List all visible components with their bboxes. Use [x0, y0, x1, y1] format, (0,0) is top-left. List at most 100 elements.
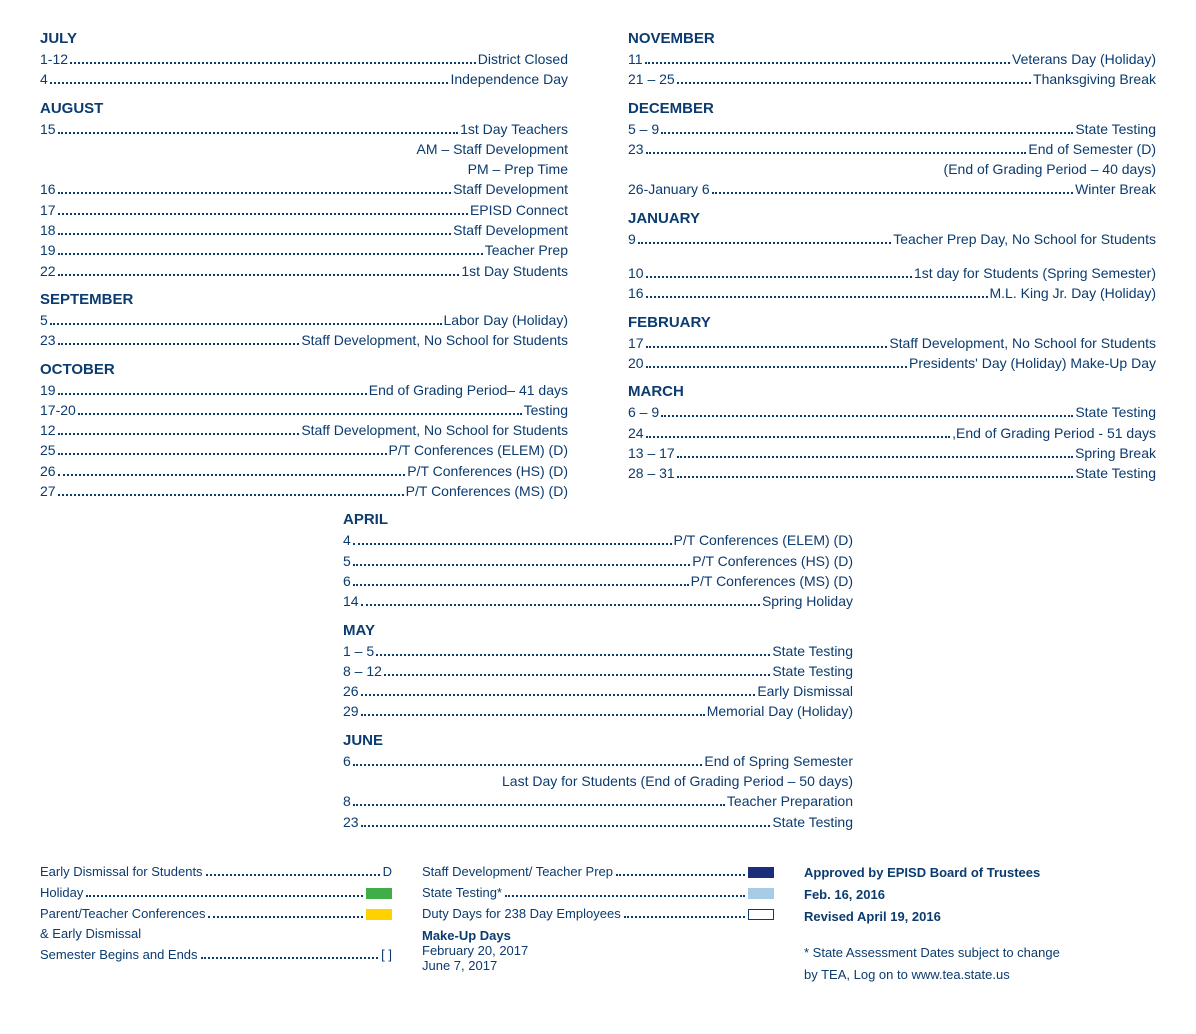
calendar-entry: 16 M.L. King Jr. Day (Holiday) — [628, 283, 1156, 303]
calendar-entry: 23State Testing — [343, 812, 853, 832]
legend-symbol — [748, 883, 774, 904]
calendar-entry: 24,End of Grading Period - 51 days — [628, 423, 1156, 443]
legend-label: State Testing* — [422, 883, 502, 904]
entry-desc: Staff Development — [453, 220, 568, 240]
entry-desc: State Testing — [772, 641, 853, 661]
entry-desc: Teacher Prep Day, No School for Students — [893, 229, 1156, 249]
entry-date: 22 — [40, 261, 56, 281]
entry-date: 29 — [343, 701, 359, 721]
entry-date: 5 – 9 — [628, 119, 659, 139]
entry-date: 26 — [343, 681, 359, 701]
entry-date: 17 — [628, 333, 644, 353]
calendar-entry: 1 – 5State Testing — [343, 641, 853, 661]
calendar-entry: 28 – 31State Testing — [628, 463, 1156, 483]
calendar-entry: 8 – 12State Testing — [343, 661, 853, 681]
month-header: FEBRUARY — [628, 314, 1156, 331]
calendar-entry: 101st day for Students (Spring Semester) — [628, 263, 1156, 283]
entry-desc: End of Semester (D) — [1028, 139, 1156, 159]
entry-date: 28 – 31 — [628, 463, 675, 483]
entry-desc: Teacher Prep — [485, 240, 568, 260]
entry-date: 16 — [40, 179, 56, 199]
entry-desc: M.L. King Jr. Day (Holiday) — [990, 283, 1157, 303]
legend-entry: Staff Development/ Teacher Prep — [422, 862, 774, 883]
entry-date: 26 — [40, 461, 56, 481]
entry-desc: Independence Day — [450, 69, 568, 89]
calendar-entry: 17Staff Development, No School for Stude… — [628, 333, 1156, 353]
right-column: NOVEMBER11Veterans Day (Holiday)21 – 25T… — [628, 20, 1156, 501]
calendar-entry: 17EPISD Connect — [40, 200, 568, 220]
entry-date: 14 — [343, 591, 359, 611]
calendar-entry: 6P/T Conferences (MS) (D) — [343, 571, 853, 591]
entry-desc: Staff Development, No School for Student… — [301, 420, 568, 440]
entry-date: 4 — [40, 69, 48, 89]
entry-date: 5 — [40, 310, 48, 330]
legend-symbol — [366, 883, 392, 904]
entry-desc: Spring Break — [1075, 443, 1156, 463]
legend-mid: Staff Development/ Teacher PrepState Tes… — [422, 862, 774, 924]
month-header: AUGUST — [40, 100, 568, 117]
calendar-entry: 4 Independence Day — [40, 69, 568, 89]
entry-date: 27 — [40, 481, 56, 501]
entry-date: 23 — [343, 812, 359, 832]
entry-date: 12 — [40, 420, 56, 440]
middle-column: APRIL 4 P/T Conferences (ELEM) (D) 5 P/T Con… — [343, 511, 853, 832]
calendar-entry: 11 Veterans Day (Holiday) — [628, 49, 1156, 69]
calendar-entry: 18 Staff Development — [40, 220, 568, 240]
legend-entry: Parent/Teacher Conferences — [40, 904, 392, 925]
calendar-entry: PM – Prep Time — [40, 159, 568, 179]
legend-entry: Early Dismissal for StudentsD — [40, 862, 392, 883]
calendar-entry: 26 P/T Conferences (HS) (D) — [40, 461, 568, 481]
entry-desc: Veterans Day (Holiday) — [1012, 49, 1156, 69]
approval-note2: by TEA, Log on to www.tea.state.us — [804, 964, 1156, 986]
entry-desc: District Closed — [478, 49, 568, 69]
entry-date: 4 — [343, 530, 351, 550]
legend-entry: & Early Dismissal — [40, 924, 392, 945]
month-header: APRIL — [343, 511, 853, 528]
legend-label: Duty Days for 238 Day Employees — [422, 904, 621, 925]
calendar-entry: 221st Day Students — [40, 261, 568, 281]
entry-date: 19 — [40, 380, 56, 400]
legend-symbol: D — [383, 862, 392, 883]
entry-desc: Staff Development — [453, 179, 568, 199]
entry-date: 15 — [40, 119, 56, 139]
month-header: DECEMBER — [628, 100, 1156, 117]
entry-desc: Staff Development, No School for Student… — [301, 330, 568, 350]
entry-desc: P/T Conferences (HS) (D) — [407, 461, 568, 481]
entry-date: 17-20 — [40, 400, 76, 420]
calendar-entry: 17-20Testing — [40, 400, 568, 420]
legend-label: Staff Development/ Teacher Prep — [422, 862, 613, 883]
legend-symbol: [ ] — [381, 945, 392, 966]
legend-label: Semester Begins and Ends — [40, 945, 198, 966]
entry-date: 20 — [628, 353, 644, 373]
month-header: NOVEMBER — [628, 30, 1156, 47]
calendar-entry: 27P/T Conferences (MS) (D) — [40, 481, 568, 501]
approval-block: Approved by EPISD Board of Trustees Feb.… — [804, 862, 1156, 986]
calendar-entry: 13 – 17Spring Break — [628, 443, 1156, 463]
entry-date: 11 — [628, 49, 643, 69]
calendar-entry: 19Teacher Prep — [40, 240, 568, 260]
entry-desc: Early Dismissal — [757, 681, 853, 701]
entry-desc: (End of Grading Period – 40 days) — [944, 159, 1156, 179]
entry-date: 5 — [343, 551, 351, 571]
entry-date: 6 — [343, 751, 351, 771]
entry-date: 8 – 12 — [343, 661, 382, 681]
entry-desc: AM – Staff Development — [417, 139, 568, 159]
entry-desc: P/T Conferences (ELEM) (D) — [674, 530, 853, 550]
legend-symbol — [748, 862, 774, 883]
entry-desc: EPISD Connect — [470, 200, 568, 220]
entry-desc: Presidents' Day (Holiday) Make-Up Day — [909, 353, 1156, 373]
month-header: JUNE — [343, 732, 853, 749]
entry-desc: End of Grading Period– 41 days — [369, 380, 568, 400]
calendar-entry: 14 Spring Holiday — [343, 591, 853, 611]
entry-desc: P/T Conferences (HS) (D) — [692, 551, 853, 571]
calendar-entry: (End of Grading Period – 40 days) — [628, 159, 1156, 179]
entry-date: 18 — [40, 220, 56, 240]
entry-desc: PM – Prep Time — [468, 159, 568, 179]
calendar-entry: 23End of Semester (D) — [628, 139, 1156, 159]
calendar-entry: 6End of Spring Semester — [343, 751, 853, 771]
entry-desc: Thanksgiving Break — [1033, 69, 1156, 89]
entry-date: 16 — [628, 283, 644, 303]
month-header: OCTOBER — [40, 361, 568, 378]
entry-desc: Spring Holiday — [762, 591, 853, 611]
entry-desc: P/T Conferences (MS) (D) — [691, 571, 853, 591]
